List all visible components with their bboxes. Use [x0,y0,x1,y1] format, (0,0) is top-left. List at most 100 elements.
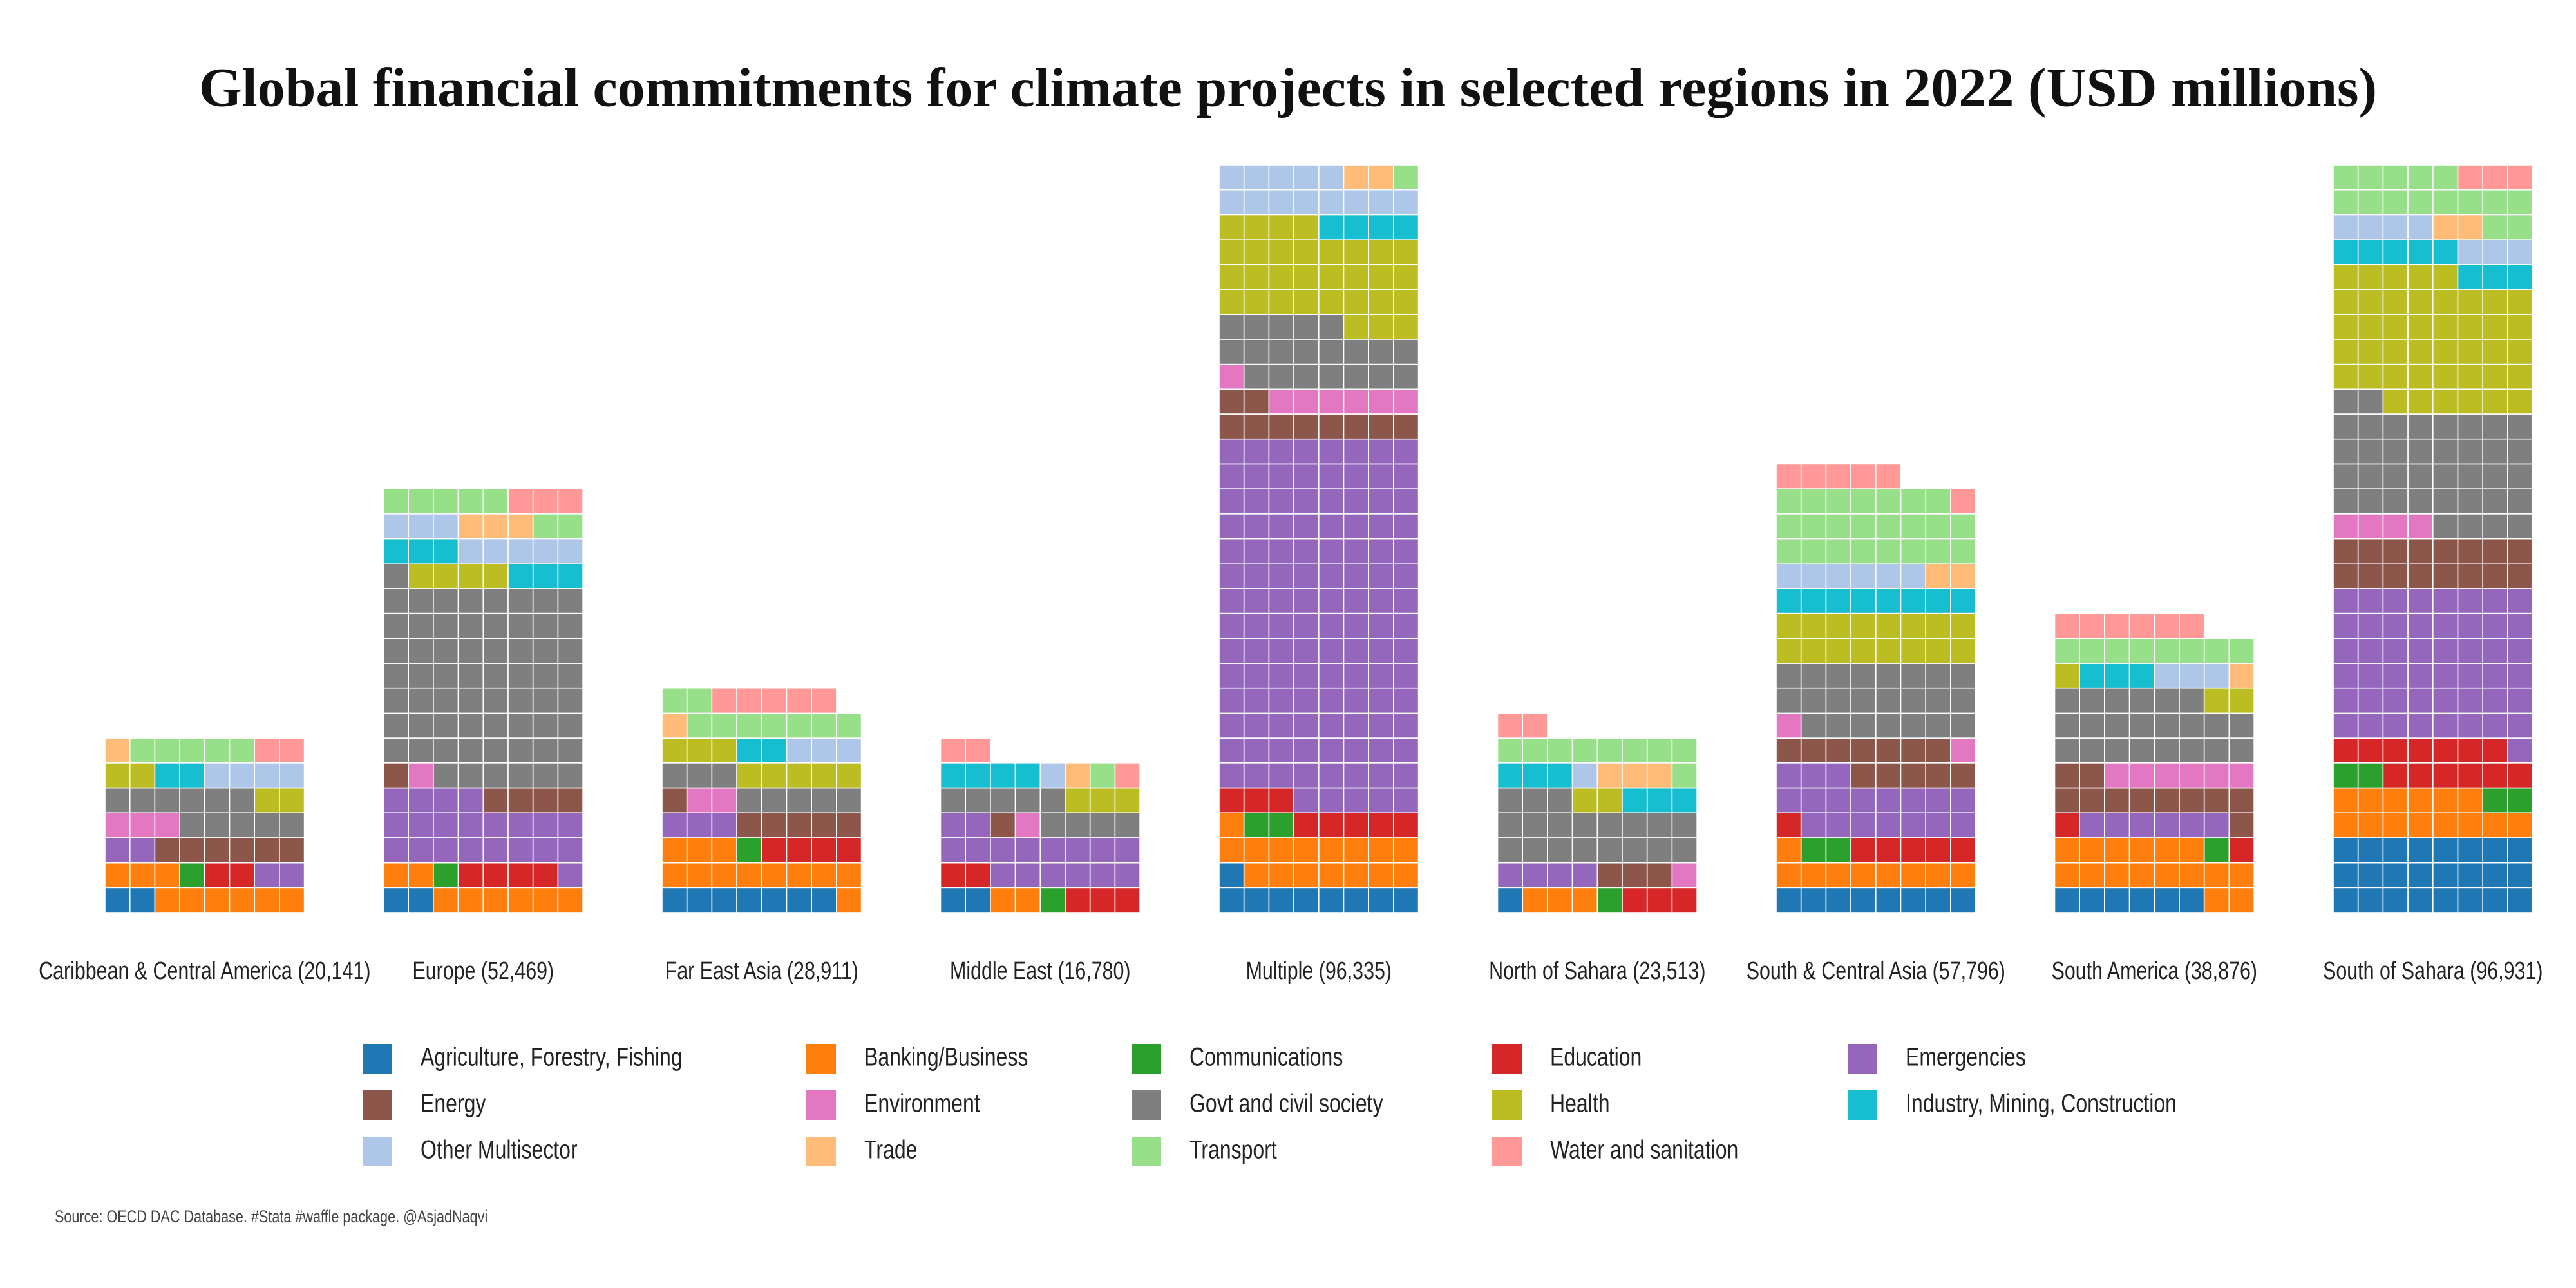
waffle-cell [1950,712,1976,739]
waffle-cell [711,687,737,714]
waffle-cell [1368,563,1394,589]
waffle-cell [1646,812,1673,838]
waffle-cell [457,787,484,814]
waffle-cell [1039,762,1066,789]
waffle-cell [965,787,991,814]
waffle-cell [433,762,459,789]
waffle-cell [1622,812,1648,838]
waffle-cell [1622,887,1648,913]
waffle-cell [2407,887,2434,913]
waffle-cell [1393,538,1419,565]
waffle-cell [2507,663,2533,689]
waffle-cell [532,663,559,689]
waffle-cell [1114,887,1141,913]
waffle-cell [2482,363,2508,390]
waffle-cell [2333,363,2359,390]
waffle-cell [1089,862,1116,889]
waffle-cell [1497,887,1524,913]
waffle-cell [1343,413,1370,440]
waffle-cell [1318,189,1345,216]
waffle-cell [1318,239,1345,265]
waffle-cell [1671,737,1698,764]
waffle-cell [383,513,410,540]
waffle-cell [1218,339,1245,365]
waffle-cell [154,837,180,864]
waffle-cell [1393,737,1419,764]
waffle-cell [1776,463,1802,489]
waffle-cell [532,488,559,515]
waffle-cell [433,787,459,814]
legend-swatch [1132,1044,1161,1074]
waffle-cell [2382,413,2409,440]
waffle-cell [711,737,737,764]
waffle-cell [1925,862,1951,889]
waffle-cell [2079,638,2105,664]
category-label: South of Sahara (96,931) [2323,958,2543,985]
waffle-cell [1243,787,1270,814]
waffle-cell [1925,513,1951,540]
legend-swatch [1848,1044,1877,1074]
waffle-cell [1800,787,1827,814]
waffle-cell [2128,687,2155,714]
waffle-cell [1800,663,1827,689]
waffle-cell [507,687,534,714]
waffle-cell [2128,737,2155,764]
waffle-cell [2432,388,2459,415]
waffle-cell [383,887,410,913]
waffle-cell [965,862,991,889]
waffle-cell [2154,612,2180,639]
waffle-cell [2382,812,2409,838]
waffle-cell [1318,413,1345,440]
waffle-cell [2333,314,2359,340]
waffle-cell [2432,737,2459,764]
waffle-cell [2357,463,2384,489]
waffle-cell [1293,737,1320,764]
waffle-cell [408,638,434,664]
waffle-cell [1343,538,1370,565]
waffle-cell [2432,438,2459,465]
waffle-cell [1497,787,1524,814]
waffle-cell [2407,737,2434,764]
waffle-cell [1825,538,1852,565]
waffle-cell [1243,189,1270,216]
waffle-cell [1218,663,1245,689]
waffle-cell [1293,463,1320,489]
waffle-cell [2203,663,2230,689]
waffle-cell [229,837,256,864]
waffle-cell [2128,638,2155,664]
waffle-cell [1243,887,1270,913]
waffle-cell [990,862,1016,889]
waffle-cell [532,513,559,540]
waffle-cell [2228,887,2255,913]
waffle-cell [761,862,788,889]
waffle-cell [2333,737,2359,764]
waffle-cell [1646,737,1673,764]
waffle-cell [2457,314,2484,340]
legend-swatch [1492,1137,1522,1166]
waffle-cell [1671,862,1698,889]
waffle-cell [2054,712,2081,739]
waffle-cell [383,563,410,589]
waffle-cell [686,862,713,889]
waffle-cell [965,887,991,913]
waffle-cell [2457,263,2484,290]
waffle-cell [2054,638,2081,664]
waffle-cell [1343,388,1370,415]
waffle-cell [2179,837,2205,864]
waffle-cell [2382,762,2409,789]
waffle-cell [1900,488,1927,515]
waffle-cell [1243,239,1270,265]
waffle-cell [1293,887,1320,913]
waffle-cell [2457,663,2484,689]
waffle-cell [2432,363,2459,390]
waffle-cell [1243,663,1270,689]
waffle-cell [433,862,459,889]
legend-label: Other Multisector [421,1136,578,1164]
waffle-cell [2407,663,2434,689]
waffle-cell [2382,737,2409,764]
waffle-cell [2333,638,2359,664]
waffle-cell [2407,388,2434,415]
waffle-cell [2407,538,2434,565]
waffle-cell [2128,887,2155,913]
